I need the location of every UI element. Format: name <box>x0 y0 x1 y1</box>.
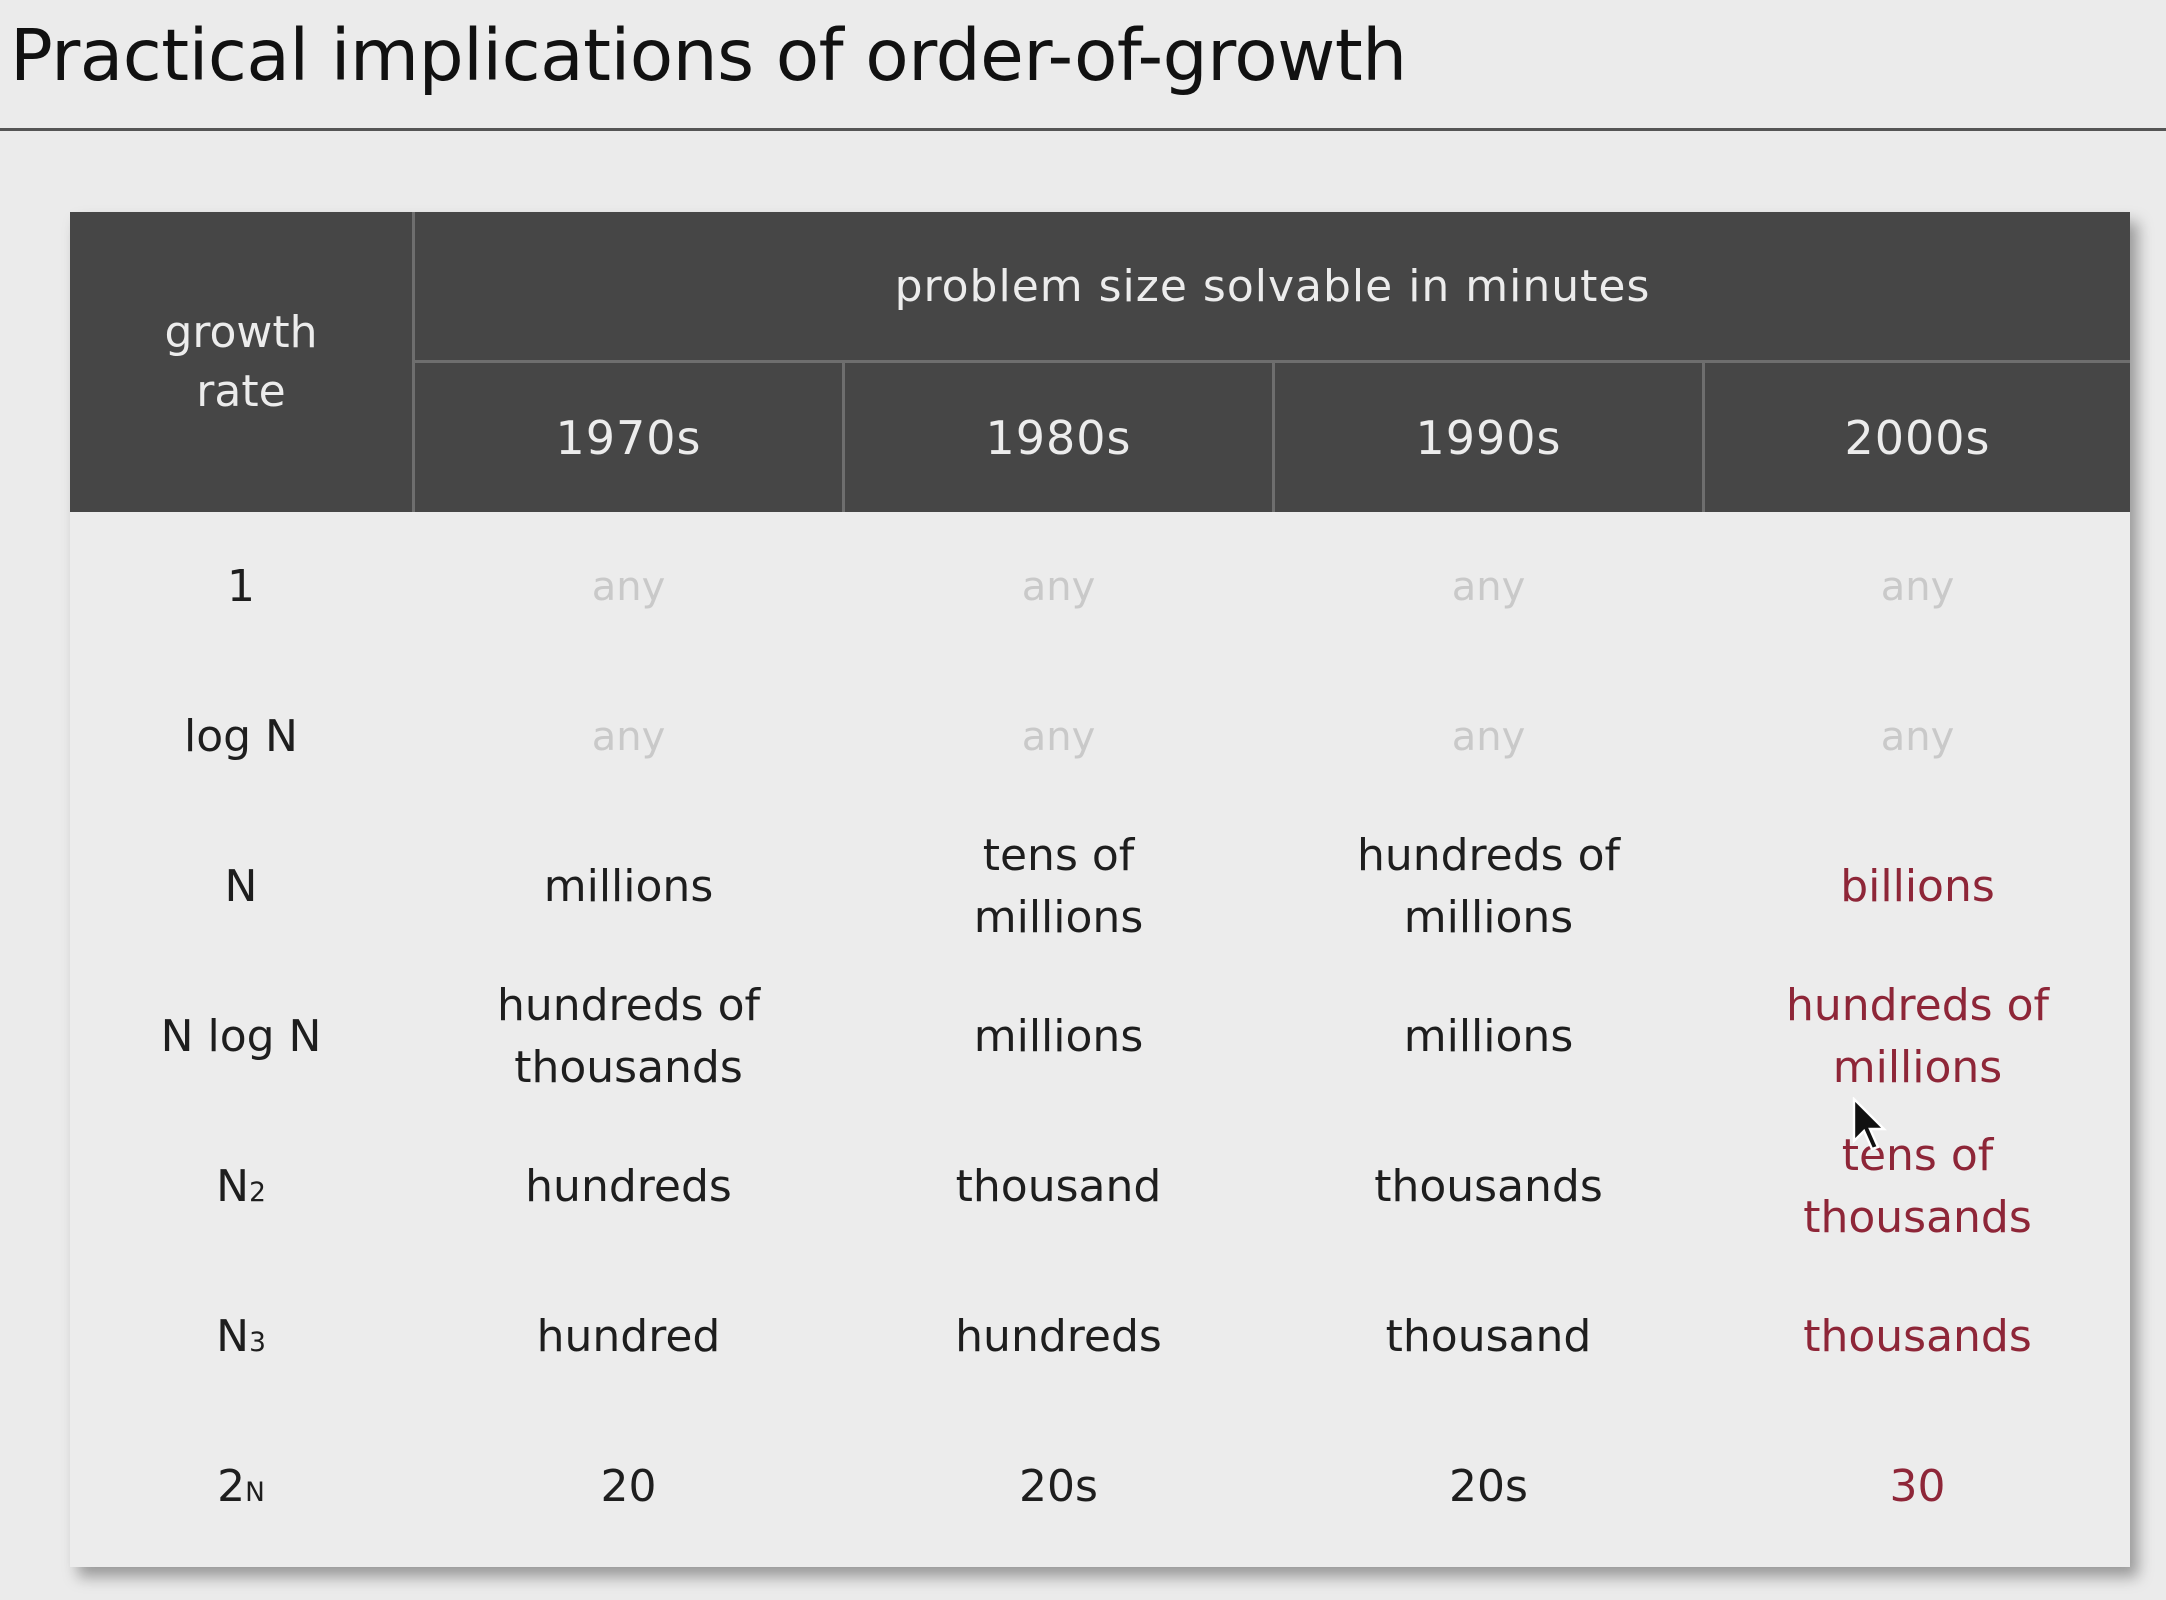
problem-size-cell: 20s <box>845 1412 1272 1562</box>
problem-size-value: any <box>591 564 666 610</box>
slide-title: Practical implications of order-of-growt… <box>10 14 1407 97</box>
growth-rate-label: N <box>216 1311 250 1362</box>
table-row: N3 hundred hundreds thousand thousands <box>70 1262 2130 1412</box>
problem-size-value: thousands <box>1374 1161 1603 1212</box>
problem-size-cell: any <box>415 662 842 812</box>
problem-size-value: any <box>1880 564 1955 610</box>
mouse-pointer-icon <box>1852 1097 1887 1151</box>
header-problem-size: problem size solvable in minutes <box>894 260 1651 312</box>
header-growth-rate: growth rate <box>164 307 318 417</box>
problem-size-cell: any <box>845 662 1272 812</box>
growth-rate-exponent: N <box>245 1477 265 1508</box>
problem-size-cell: thousands <box>1275 1112 1702 1262</box>
growth-rate-label: N <box>216 1161 250 1212</box>
problem-size-value: millions <box>1403 1011 1574 1062</box>
problem-size-cell: hundreds <box>845 1262 1272 1412</box>
problem-size-cell: thousand <box>845 1112 1272 1262</box>
problem-size-value: millions <box>973 1011 1144 1062</box>
problem-size-cell: millions <box>415 812 842 962</box>
table-row: log N any any any any <box>70 662 2130 812</box>
growth-rate-label: log N <box>184 711 298 762</box>
growth-rate-exponent: 3 <box>249 1327 266 1358</box>
header-decade: 1980s <box>985 410 1132 465</box>
problem-size-cell: hundreds of millions <box>1275 812 1702 962</box>
problem-size-value: millions <box>543 861 714 912</box>
problem-size-value: thousands <box>1803 1311 2032 1362</box>
growth-rate-cell: N2 <box>70 1112 412 1262</box>
growth-rate-label: 1 <box>227 561 255 612</box>
problem-size-cell: tens of thousands <box>1705 1112 2130 1262</box>
problem-size-cell: 20s <box>1275 1412 1702 1562</box>
problem-size-cell: millions <box>845 962 1272 1112</box>
problem-size-cell: millions <box>1275 962 1702 1112</box>
table-row: 1 any any any any <box>70 512 2130 662</box>
problem-size-cell: any <box>1705 662 2130 812</box>
header-divider <box>412 212 415 512</box>
problem-size-cell: any <box>845 512 1272 662</box>
problem-size-cell: hundreds of millions <box>1705 962 2130 1112</box>
problem-size-cell: any <box>415 512 842 662</box>
problem-size-value: thousand <box>955 1161 1162 1212</box>
problem-size-value: hundreds of thousands <box>496 980 761 1093</box>
header-decade: 1970s <box>555 410 702 465</box>
problem-size-value: 30 <box>1889 1461 1946 1512</box>
problem-size-value: hundreds of millions <box>1356 830 1621 943</box>
problem-size-cell: hundreds of thousands <box>415 962 842 1112</box>
table-row: N log N hundreds of thousands millions mill… <box>70 962 2130 1112</box>
problem-size-value: 20s <box>1449 1461 1528 1512</box>
problem-size-value: tens of millions <box>973 830 1144 943</box>
problem-size-value: any <box>591 714 666 760</box>
problem-size-cell: any <box>1275 662 1702 812</box>
problem-size-value: 20 <box>600 1461 657 1512</box>
growth-rate-cell: N3 <box>70 1262 412 1412</box>
table-header: growth rate problem size solvable in min… <box>70 212 2130 512</box>
header-divider <box>842 363 845 512</box>
growth-table: growth rate problem size solvable in min… <box>70 212 2130 1567</box>
problem-size-value: any <box>1021 564 1096 610</box>
problem-size-cell: hundred <box>415 1262 842 1412</box>
problem-size-cell: any <box>1275 512 1702 662</box>
problem-size-value: hundred <box>536 1311 721 1362</box>
problem-size-cell: thousands <box>1705 1262 2130 1412</box>
problem-size-cell: any <box>1705 512 2130 662</box>
problem-size-value: hundreds <box>525 1161 732 1212</box>
problem-size-value: thousand <box>1385 1311 1592 1362</box>
table-row: N2 hundreds thousand thousands tens of thous… <box>70 1112 2130 1262</box>
header-decade: 2000s <box>1844 410 1991 465</box>
header-divider <box>1272 363 1275 512</box>
table-row: 2N 20 20s 20s 30 <box>70 1412 2130 1562</box>
problem-size-value: hundreds <box>955 1311 1162 1362</box>
problem-size-value: any <box>1451 714 1526 760</box>
title-divider <box>0 128 2166 131</box>
growth-rate-label: N <box>224 861 258 912</box>
problem-size-cell: billions <box>1705 812 2130 962</box>
growth-rate-cell: log N <box>70 662 412 812</box>
growth-rate-label: N log N <box>160 1011 322 1062</box>
problem-size-cell: tens of millions <box>845 812 1272 962</box>
growth-rate-cell: N log N <box>70 962 412 1112</box>
growth-rate-exponent: 2 <box>249 1177 266 1208</box>
header-divider <box>415 360 2130 363</box>
problem-size-value: 20s <box>1019 1461 1098 1512</box>
header-divider <box>1702 363 1705 512</box>
problem-size-value: any <box>1880 714 1955 760</box>
growth-rate-cell: N <box>70 812 412 962</box>
problem-size-value: billions <box>1840 861 1995 912</box>
problem-size-value: any <box>1451 564 1526 610</box>
problem-size-cell: thousand <box>1275 1262 1702 1412</box>
header-decade: 1990s <box>1415 410 1562 465</box>
growth-rate-label: 2 <box>217 1461 246 1512</box>
problem-size-value: hundreds of millions <box>1785 980 2050 1093</box>
problem-size-cell: 30 <box>1705 1412 2130 1562</box>
problem-size-value: tens of thousands <box>1803 1130 2032 1243</box>
problem-size-value: any <box>1021 714 1096 760</box>
growth-rate-cell: 1 <box>70 512 412 662</box>
problem-size-cell: hundreds <box>415 1112 842 1262</box>
problem-size-cell: 20 <box>415 1412 842 1562</box>
growth-rate-cell: 2N <box>70 1412 412 1562</box>
